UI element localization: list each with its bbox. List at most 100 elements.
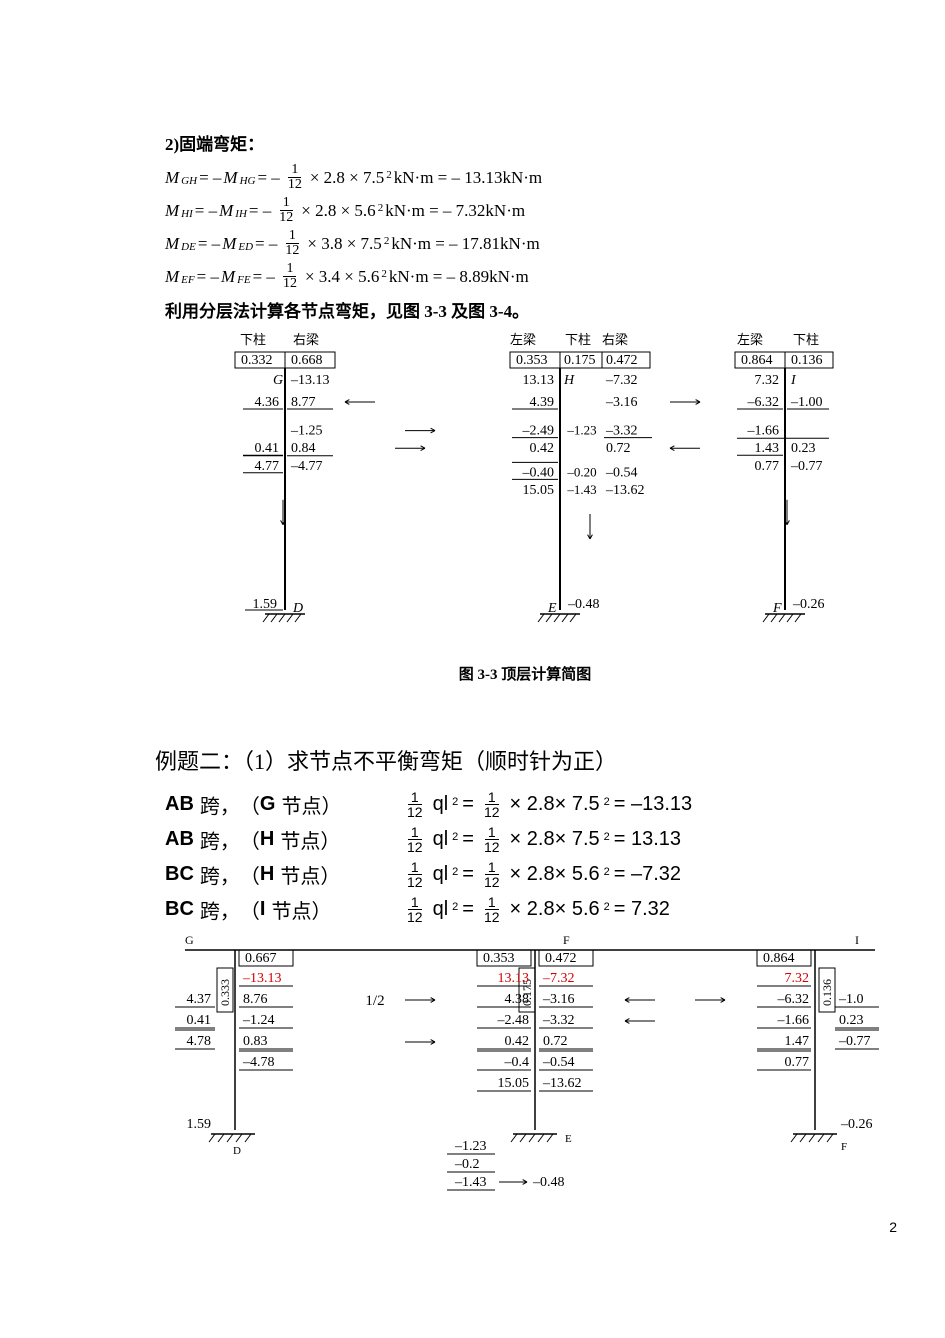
svg-text:–0.26: –0.26: [840, 1117, 873, 1132]
svg-text:右梁: 右梁: [602, 332, 628, 347]
svg-text:0.23: 0.23: [791, 441, 816, 456]
svg-text:4.37: 4.37: [187, 992, 212, 1007]
svg-text:0.41: 0.41: [187, 1013, 212, 1028]
svg-text:8.77: 8.77: [291, 395, 316, 410]
svg-text:–3.16: –3.16: [605, 395, 638, 410]
svg-text:–1.23: –1.23: [454, 1139, 487, 1154]
svg-text:–13.13: –13.13: [290, 373, 330, 388]
moment-equations: MGH = – MHG = – 112 × 2.8 × 7.52kN·m = –…: [165, 163, 885, 291]
svg-text:下柱: 下柱: [240, 332, 266, 347]
svg-text:–13.62: –13.62: [542, 1076, 582, 1091]
svg-text:–4.78: –4.78: [242, 1055, 275, 1070]
svg-text:0.23: 0.23: [839, 1013, 864, 1028]
svg-text:4.38: 4.38: [505, 992, 530, 1007]
svg-text:0.472: 0.472: [545, 951, 577, 966]
example-2-equations: AB 跨，（G 节点）112ql2 = 112× 2.8× 7.52 = –13…: [165, 790, 885, 924]
svg-text:–1.25: –1.25: [290, 424, 323, 439]
svg-text:–6.32: –6.32: [747, 395, 780, 410]
svg-text:I: I: [790, 373, 797, 388]
svg-text:–3.16: –3.16: [542, 992, 575, 1007]
svg-text:右梁: 右梁: [293, 332, 319, 347]
svg-text:4.36: 4.36: [255, 395, 280, 410]
svg-text:7.32: 7.32: [785, 971, 810, 986]
svg-text:–0.77: –0.77: [790, 459, 823, 474]
svg-text:4.77: 4.77: [255, 459, 280, 474]
svg-text:–7.32: –7.32: [542, 971, 575, 986]
svg-text:0.136: 0.136: [791, 353, 823, 368]
svg-text:–1.66: –1.66: [747, 424, 780, 439]
svg-text:0.472: 0.472: [606, 353, 638, 368]
svg-text:0.333: 0.333: [218, 979, 232, 1006]
svg-text:–1.24: –1.24: [242, 1013, 275, 1028]
svg-text:0.72: 0.72: [606, 441, 631, 456]
svg-text:0.353: 0.353: [516, 353, 548, 368]
svg-text:–0.4: –0.4: [504, 1055, 530, 1070]
svg-text:–1.0: –1.0: [838, 992, 864, 1007]
svg-text:–13.62: –13.62: [605, 483, 645, 498]
svg-text:–1.23: –1.23: [566, 423, 596, 438]
svg-text:D: D: [233, 1145, 241, 1157]
svg-text:I: I: [855, 933, 859, 947]
svg-text:0.42: 0.42: [505, 1034, 530, 1049]
svg-text:–3.32: –3.32: [605, 424, 638, 439]
svg-text:H: H: [563, 373, 575, 388]
example-2-title: 例题二：（1）求节点不平衡弯矩（顺时针为正）: [155, 744, 885, 776]
svg-text:G: G: [273, 373, 283, 388]
svg-text:8.76: 8.76: [243, 992, 268, 1007]
svg-text:0.332: 0.332: [241, 353, 273, 368]
svg-text:–0.26: –0.26: [792, 597, 825, 612]
svg-text:–0.54: –0.54: [542, 1055, 575, 1070]
svg-text:7.32: 7.32: [755, 373, 780, 388]
svg-text:0.175: 0.175: [564, 353, 596, 368]
svg-text:0.77: 0.77: [785, 1055, 810, 1070]
svg-text:0.668: 0.668: [291, 353, 323, 368]
svg-text:0.667: 0.667: [245, 951, 277, 966]
svg-text:–3.32: –3.32: [542, 1013, 575, 1028]
svg-text:1.47: 1.47: [785, 1034, 810, 1049]
svg-text:15.05: 15.05: [498, 1076, 530, 1091]
svg-text:–2.48: –2.48: [497, 1013, 530, 1028]
page-number: 2: [889, 1219, 897, 1235]
svg-text:–0.2: –0.2: [454, 1157, 480, 1172]
svg-text:–0.48: –0.48: [532, 1175, 565, 1190]
figure-3-3: 下柱右梁左梁下柱右梁左梁下柱0.3320.6680.3530.1750.4720…: [155, 330, 875, 645]
svg-text:左梁: 左梁: [737, 332, 763, 347]
svg-text:–6.32: –6.32: [777, 992, 810, 1007]
svg-text:4.78: 4.78: [187, 1034, 212, 1049]
svg-text:0.864: 0.864: [763, 951, 795, 966]
svg-text:4.39: 4.39: [530, 395, 555, 410]
svg-text:0.83: 0.83: [243, 1034, 268, 1049]
svg-text:下柱: 下柱: [793, 332, 819, 347]
svg-text:0.77: 0.77: [755, 459, 780, 474]
svg-text:–1.00: –1.00: [790, 395, 823, 410]
svg-text:–0.40: –0.40: [522, 465, 555, 480]
svg-text:1.59: 1.59: [187, 1117, 212, 1132]
svg-text:–0.48: –0.48: [567, 597, 600, 612]
svg-text:0.41: 0.41: [255, 441, 280, 456]
svg-text:G: G: [185, 933, 194, 947]
svg-text:0.42: 0.42: [530, 441, 555, 456]
svg-text:0.864: 0.864: [741, 353, 773, 368]
svg-text:–1.43: –1.43: [454, 1175, 487, 1190]
svg-text:0.136: 0.136: [820, 979, 834, 1006]
svg-text:–1.66: –1.66: [777, 1013, 810, 1028]
svg-text:0.353: 0.353: [483, 951, 515, 966]
svg-text:–0.77: –0.77: [838, 1034, 871, 1049]
layered-method-note: 利用分层法计算各节点弯矩，见图 3-3 及图 3-4。: [165, 297, 885, 322]
svg-text:F: F: [563, 933, 570, 947]
svg-text:–2.49: –2.49: [522, 424, 555, 439]
svg-text:15.05: 15.05: [523, 483, 555, 498]
fixed-end-moment-heading: 2)固端弯矩：: [165, 130, 885, 155]
svg-text:–13.13: –13.13: [242, 971, 282, 986]
svg-text:0.84: 0.84: [291, 441, 316, 456]
svg-text:1.43: 1.43: [755, 441, 780, 456]
svg-text:13.13: 13.13: [498, 971, 530, 986]
svg-text:下柱: 下柱: [565, 332, 591, 347]
svg-text:–4.77: –4.77: [290, 459, 323, 474]
svg-text:–7.32: –7.32: [605, 373, 638, 388]
svg-text:E: E: [565, 1133, 572, 1145]
svg-text:–1.43: –1.43: [566, 482, 596, 497]
svg-text:左梁: 左梁: [510, 332, 536, 347]
figure-bottom-diagram: GFI0.6670.3330.3530.4720.1750.8640.136–1…: [135, 930, 915, 1215]
svg-text:–0.54: –0.54: [605, 465, 638, 480]
